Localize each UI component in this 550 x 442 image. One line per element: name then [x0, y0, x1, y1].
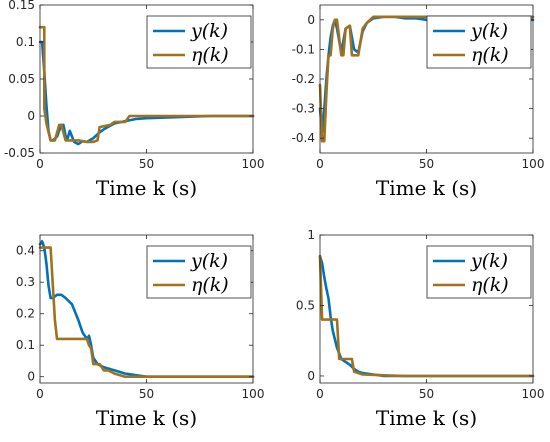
- x-tick-label: 100: [522, 387, 545, 401]
- y-tick-label: -0.1: [292, 42, 315, 56]
- x-tick-label: 100: [242, 157, 265, 171]
- y-tick-label: 0: [307, 369, 315, 383]
- legend-label-1: y(k): [470, 250, 508, 272]
- legend-label-1: y(k): [190, 250, 228, 272]
- y-tick-label: 0: [27, 370, 35, 384]
- legend-label-1: y(k): [190, 20, 228, 42]
- y-tick-label: 0.4: [16, 244, 35, 258]
- subplot-4: 0 50 100 0 0.5 1 Time k (s) y(k)η(k): [296, 228, 545, 430]
- x-tick-label: 50: [419, 387, 434, 401]
- x-tick-label: 50: [139, 157, 154, 171]
- x-tick-label: 0: [36, 157, 44, 171]
- legend-box: [426, 245, 532, 299]
- y-tick-label: 0.15: [8, 0, 35, 12]
- y-tick-label: 0.1: [16, 338, 35, 352]
- y-tick-label: 0.3: [16, 275, 35, 289]
- x-tick-label: 100: [522, 157, 545, 171]
- legend-label-2: η(k): [191, 274, 229, 296]
- x-axis-label: Time k (s): [96, 176, 197, 200]
- legend-label-1: y(k): [470, 20, 508, 42]
- legend-label-2: η(k): [191, 44, 229, 66]
- y-tick-label: 0.2: [16, 307, 35, 321]
- y-tick-label: 0: [307, 13, 315, 27]
- legend-box: [146, 15, 252, 69]
- legend: y(k)η(k): [426, 15, 532, 69]
- y-tick-label: 0.5: [296, 298, 315, 312]
- x-axis-label: Time k (s): [376, 176, 477, 200]
- legend-label-2: η(k): [471, 274, 509, 296]
- y-tick-label: -0.2: [292, 72, 315, 86]
- series-line-2: [318, 15, 535, 143]
- subplot-2: 0 50 100 -0.4 -0.3 -0.2 -0.1 0 Time k (s) y(k)η(k…: [292, 4, 545, 200]
- series-line-2: [38, 246, 255, 379]
- legend: y(k)η(k): [426, 245, 532, 299]
- legend-box: [146, 245, 252, 299]
- y-tick-label: -0.4: [292, 131, 315, 145]
- x-tick-label: 100: [242, 387, 265, 401]
- legend-label-2: η(k): [471, 44, 509, 66]
- legend-box: [426, 15, 532, 69]
- y-tick-label: -0.05: [4, 146, 35, 160]
- series-line-2: [318, 254, 535, 378]
- y-tick-label: 0.1: [16, 35, 35, 49]
- y-tick-label: 0: [27, 109, 35, 123]
- y-tick-label: 1: [307, 228, 315, 242]
- x-axis-label: Time k (s): [96, 406, 197, 430]
- x-axis-label: Time k (s): [376, 406, 477, 430]
- x-tick-label: 0: [36, 387, 44, 401]
- series-line-2: [38, 25, 255, 144]
- legend: y(k)η(k): [146, 245, 252, 299]
- y-tick-label: 0.05: [8, 72, 35, 86]
- legend: y(k)η(k): [146, 15, 252, 69]
- x-tick-label: 50: [139, 387, 154, 401]
- x-tick-label: 50: [419, 157, 434, 171]
- subplot-3: 0 50 100 0 0.1 0.2 0.3 0.4 Time k (s) y(k)η(k): [16, 234, 265, 430]
- y-tick-label: -0.3: [292, 102, 315, 116]
- x-tick-label: 0: [316, 157, 324, 171]
- x-tick-label: 0: [316, 387, 324, 401]
